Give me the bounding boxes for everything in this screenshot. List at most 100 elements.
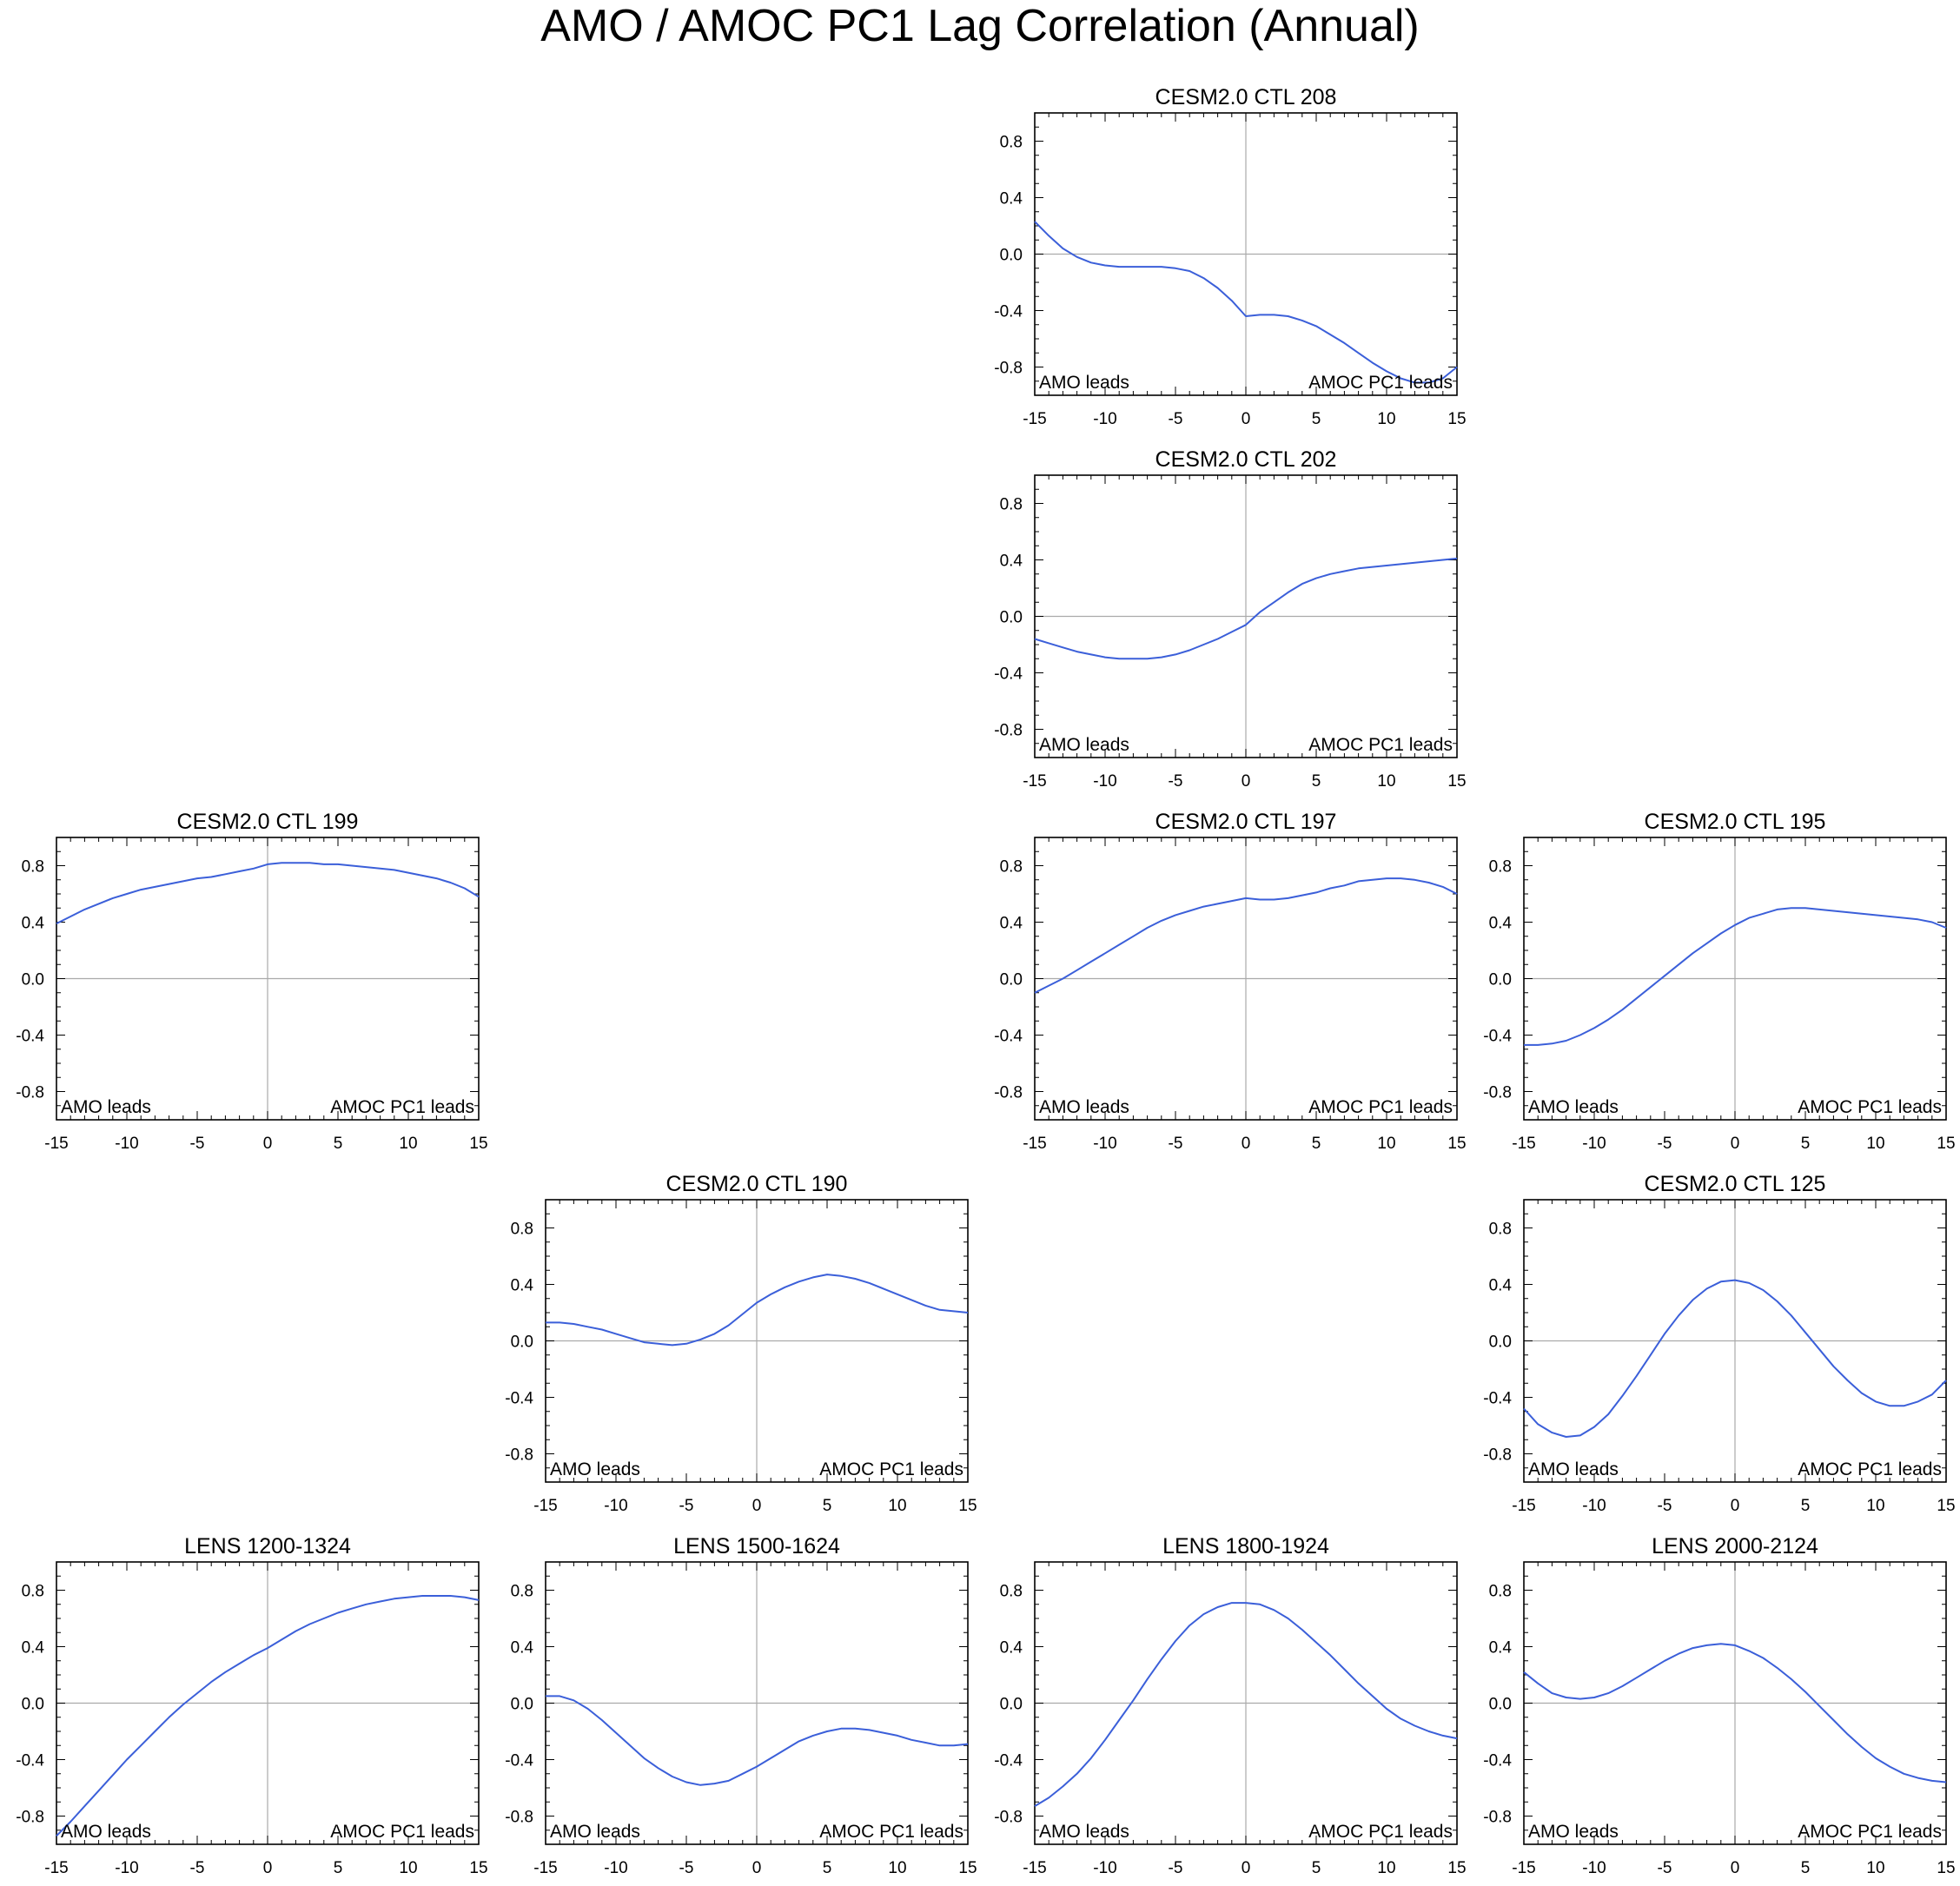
- annotation-amoc-leads: AMOC PC1 leads: [1798, 1459, 1942, 1479]
- annotation-amoc-leads: AMOC PC1 leads: [330, 1097, 474, 1117]
- y-tick-label: 0.8: [1000, 858, 1023, 877]
- x-tick-label: -5: [1169, 1135, 1183, 1153]
- x-tick-label: 15: [1447, 772, 1466, 791]
- x-tick-label: -5: [1658, 1135, 1672, 1153]
- y-tick-label: -0.4: [994, 1028, 1023, 1046]
- plot-frame: [56, 1561, 480, 1845]
- plot-frame: [1034, 1561, 1458, 1845]
- y-tick-label: -0.4: [505, 1752, 533, 1770]
- x-tick-label: 0: [1242, 1135, 1251, 1153]
- x-tick-label: 10: [1377, 772, 1395, 791]
- x-tick-label: -15: [1023, 1859, 1046, 1877]
- y-tick-label: -0.8: [1483, 1084, 1512, 1102]
- correlation-series-line: [56, 1595, 480, 1837]
- annotation-amo-leads: AMO leads: [1528, 1459, 1619, 1479]
- panel: CESM2.0 CTL 190 -15 -10 -5 0 5 10 15 -0.8 -0.4 0.0…: [505, 1172, 977, 1515]
- y-tick-label: -0.8: [16, 1084, 44, 1102]
- y-tick-label: 0.8: [22, 858, 44, 877]
- x-tick-label: 10: [399, 1859, 417, 1877]
- x-tick-label: -10: [1093, 772, 1116, 791]
- y-tick-label: 0.4: [511, 1639, 534, 1658]
- y-tick-label: 0.0: [1000, 609, 1023, 627]
- panel-title: LENS 2000-2124: [1652, 1534, 1818, 1558]
- y-tick-label: -0.4: [16, 1752, 44, 1770]
- x-tick-label: -10: [115, 1859, 138, 1877]
- x-tick-label: 10: [888, 1497, 906, 1515]
- correlation-series-line: [1523, 1279, 1947, 1438]
- x-tick-label: -5: [679, 1497, 694, 1515]
- y-tick-label: 0.4: [22, 1639, 45, 1658]
- x-tick-label: 5: [1312, 1135, 1321, 1153]
- panel-title: CESM2.0 CTL 202: [1155, 447, 1337, 472]
- y-tick-label: 0.4: [1489, 1277, 1513, 1295]
- x-tick-label: -15: [1512, 1497, 1535, 1515]
- x-tick-label: -10: [1582, 1859, 1606, 1877]
- x-tick-label: 5: [823, 1497, 832, 1515]
- x-tick-label: 0: [752, 1859, 762, 1877]
- x-tick-label: 15: [958, 1859, 977, 1877]
- y-tick-label: -0.8: [994, 1809, 1023, 1827]
- correlation-series-line: [1034, 1602, 1458, 1807]
- x-tick-label: 10: [1866, 1135, 1884, 1153]
- x-tick-label: -10: [115, 1135, 138, 1153]
- annotation-amo-leads: AMO leads: [1039, 1822, 1129, 1842]
- y-tick-label: -0.4: [16, 1028, 44, 1046]
- x-tick-label: 10: [888, 1859, 906, 1877]
- x-tick-label: -15: [1512, 1135, 1535, 1153]
- panel: CESM2.0 CTL 125 -15 -10 -5 0 5 10 15 -0.8 -0.4 0.0…: [1483, 1172, 1955, 1515]
- x-tick-label: -5: [190, 1859, 205, 1877]
- y-tick-label: -0.8: [994, 360, 1023, 378]
- x-tick-label: 15: [1447, 410, 1466, 428]
- x-tick-label: -15: [1023, 772, 1046, 791]
- x-tick-label: -10: [1093, 410, 1116, 428]
- y-tick-label: 0.8: [511, 1221, 533, 1239]
- x-tick-label: -15: [44, 1859, 68, 1877]
- x-tick-label: 0: [263, 1135, 273, 1153]
- y-tick-label: -0.8: [1483, 1809, 1512, 1827]
- annotation-amo-leads: AMO leads: [550, 1459, 640, 1479]
- y-tick-label: -0.4: [994, 1752, 1023, 1770]
- plot-frame: [56, 837, 480, 1121]
- panel: LENS 2000-2124 -15 -10 -5 0 5 10 15 -0.8 -0.4 0.0 0…: [1483, 1534, 1955, 1877]
- annotation-amoc-leads: AMOC PC1 leads: [1798, 1097, 1942, 1117]
- y-tick-label: 0.4: [1489, 1639, 1513, 1658]
- x-tick-label: 10: [1377, 1135, 1395, 1153]
- y-tick-label: 0.8: [1489, 858, 1512, 877]
- y-tick-label: 0.4: [511, 1277, 534, 1295]
- y-tick-label: 0.8: [1489, 1221, 1512, 1239]
- panel-title: CESM2.0 CTL 125: [1645, 1172, 1826, 1196]
- y-tick-label: 0.0: [22, 971, 44, 989]
- plot-frame: [1034, 112, 1458, 396]
- x-tick-label: 5: [1312, 410, 1321, 428]
- y-tick-label: -0.8: [994, 1084, 1023, 1102]
- annotation-amoc-leads: AMOC PC1 leads: [1308, 373, 1453, 393]
- x-tick-label: 5: [1801, 1497, 1811, 1515]
- annotation-amoc-leads: AMOC PC1 leads: [1308, 1097, 1453, 1117]
- y-tick-label: -0.4: [1483, 1028, 1512, 1046]
- y-tick-label: 0.0: [1489, 1696, 1512, 1714]
- plot-frame: [1523, 1199, 1947, 1483]
- x-tick-label: 0: [1731, 1135, 1740, 1153]
- panel-title: LENS 1500-1624: [673, 1534, 840, 1558]
- panel: CESM2.0 CTL 197 -15 -10 -5 0 5 10 15 -0.8 -0.4 0.0…: [994, 810, 1466, 1153]
- correlation-series-line: [546, 1695, 969, 1786]
- x-tick-label: 5: [1312, 772, 1321, 791]
- y-tick-label: 0.4: [1489, 915, 1513, 933]
- panel-title: CESM2.0 CTL 199: [177, 810, 359, 834]
- x-tick-label: 15: [469, 1859, 487, 1877]
- y-tick-label: 0.0: [1489, 971, 1512, 989]
- x-tick-label: 15: [1447, 1859, 1466, 1877]
- x-tick-label: -15: [1512, 1859, 1535, 1877]
- y-tick-label: -0.4: [994, 303, 1023, 321]
- annotation-amoc-leads: AMOC PC1 leads: [819, 1822, 963, 1842]
- x-tick-label: -5: [1658, 1497, 1672, 1515]
- annotation-amo-leads: AMO leads: [1039, 735, 1129, 755]
- annotation-amo-leads: AMO leads: [550, 1822, 640, 1842]
- x-tick-label: -15: [1023, 410, 1046, 428]
- y-tick-label: 0.0: [1489, 1333, 1512, 1352]
- x-tick-label: 5: [334, 1859, 343, 1877]
- annotation-amo-leads: AMO leads: [61, 1822, 151, 1842]
- annotation-amo-leads: AMO leads: [1528, 1822, 1619, 1842]
- x-tick-label: 10: [1866, 1859, 1884, 1877]
- y-tick-label: -0.8: [505, 1809, 533, 1827]
